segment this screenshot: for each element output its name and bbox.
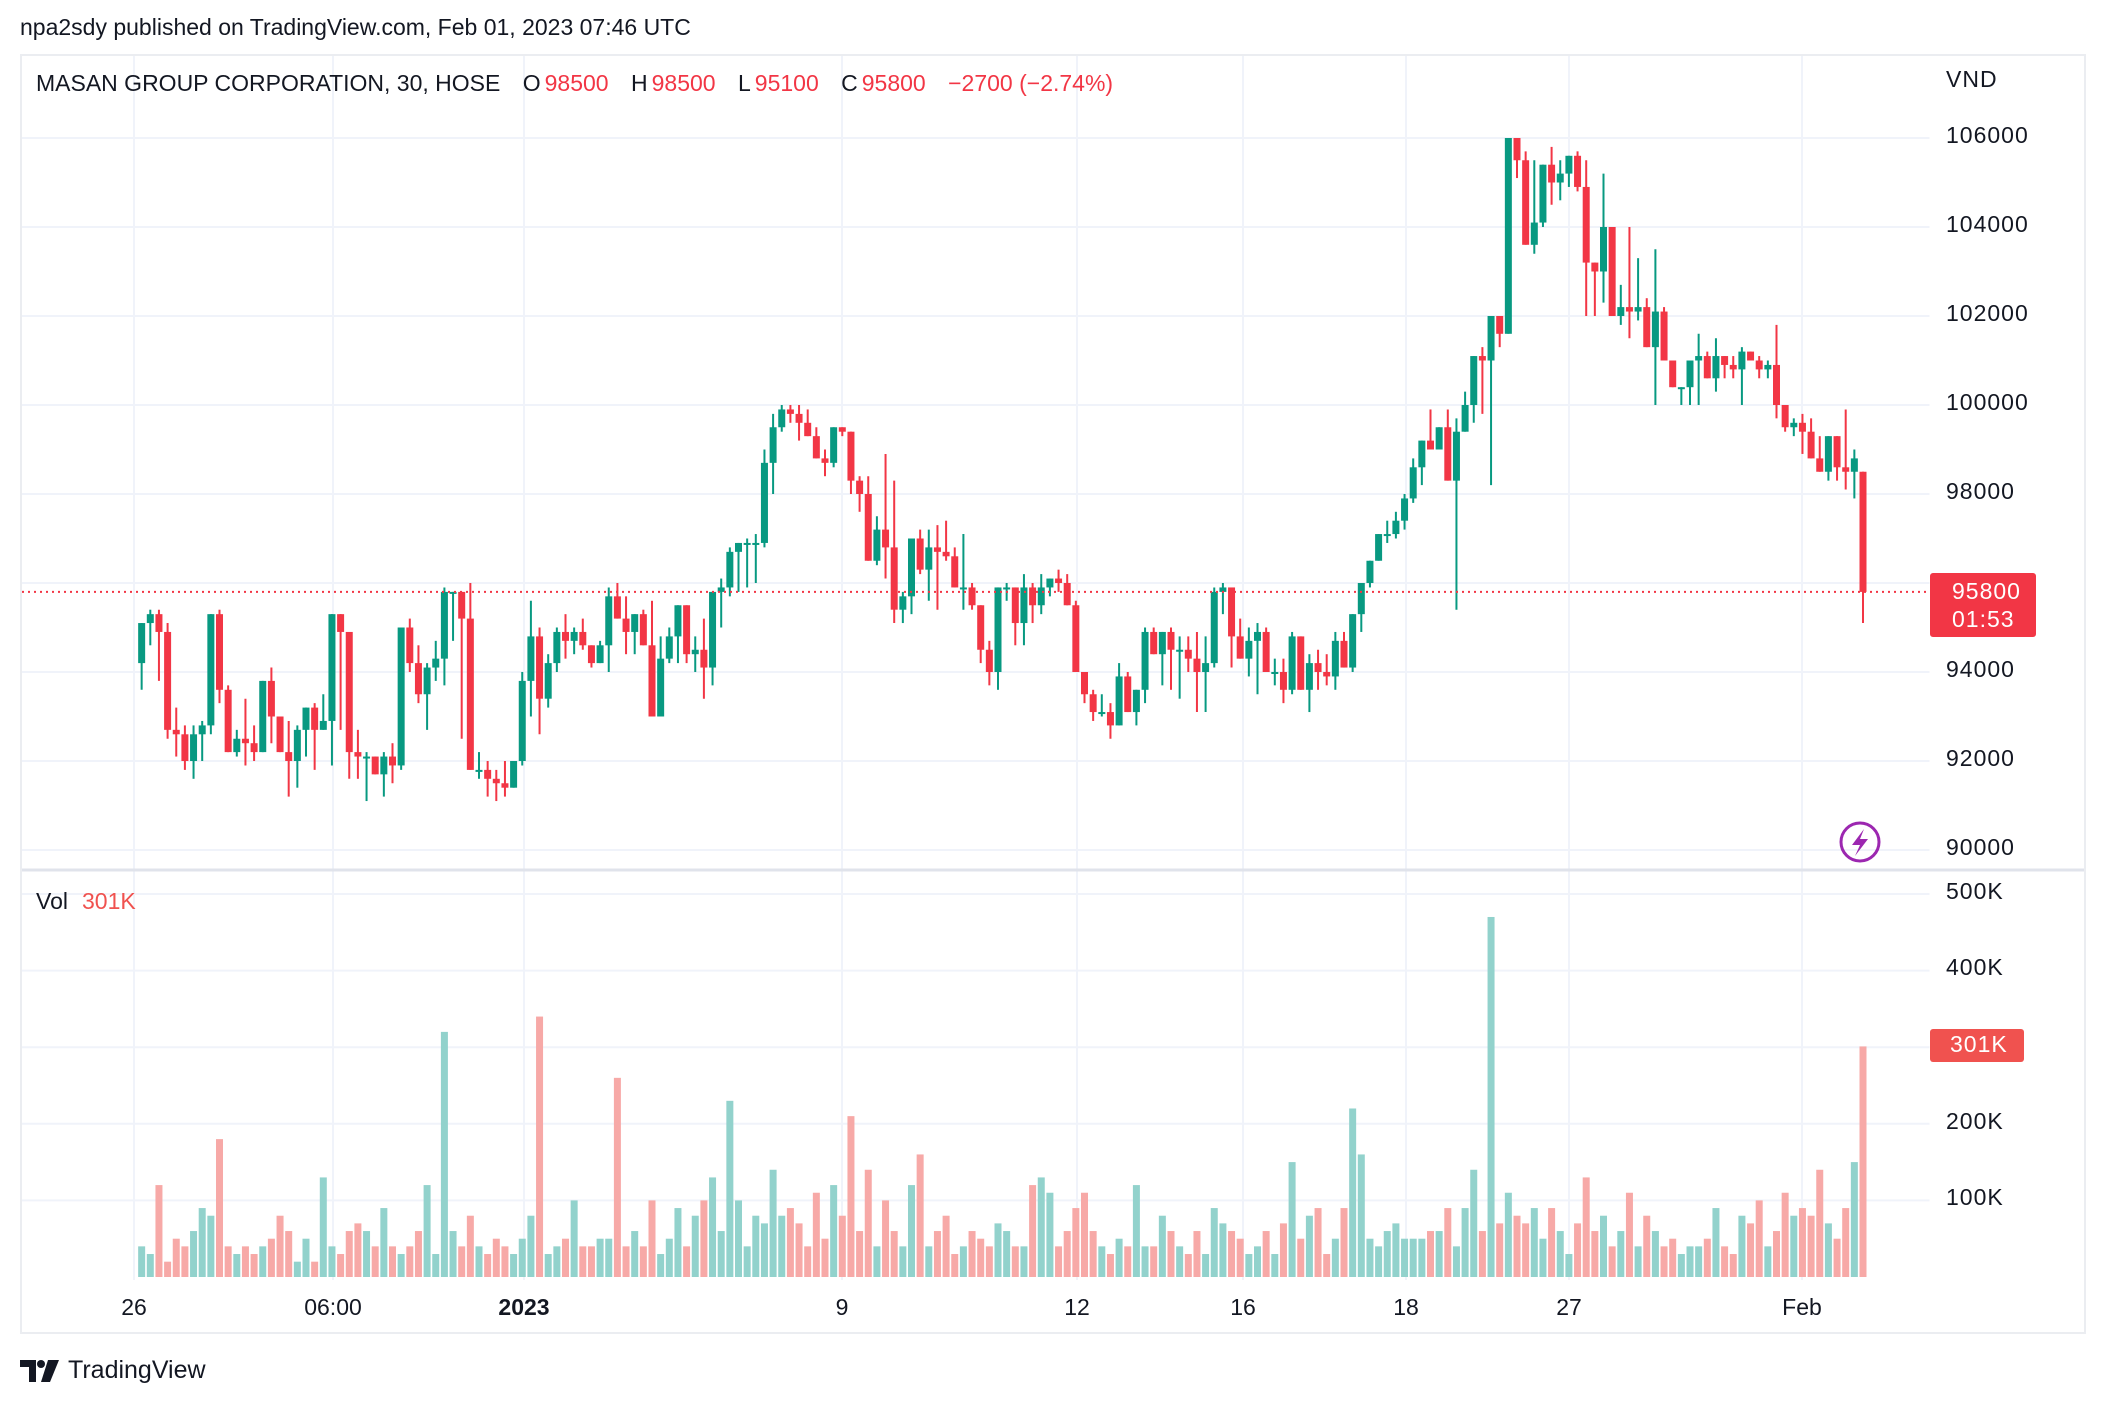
chart-frame [20,54,2086,1334]
symbol-title[interactable]: MASAN GROUP CORPORATION, 30, HOSE [36,70,501,96]
volume-legend: Vol 301K [36,888,136,915]
low-label: L [737,70,751,96]
last-price-tag: 95800 01:53 [1930,573,2036,637]
volume-tick: 500K [1946,878,2004,904]
price-tick: 102000 [1946,300,2029,326]
tradingview-logo[interactable]: TradingView [20,1356,206,1385]
time-tick: 12 [1064,1294,1090,1320]
time-tick: 06:00 [304,1294,362,1320]
open-value: 98500 [544,70,609,96]
price-tick: 106000 [1946,122,2029,148]
change-value: −2700 (−2.74%) [948,70,1114,96]
symbol-legend: MASAN GROUP CORPORATION, 30, HOSE O 98500… [36,70,1117,97]
time-tick: 9 [835,1294,849,1320]
high-value: 98500 [651,70,716,96]
time-tick: 16 [1230,1294,1256,1320]
time-tick: Feb [1782,1294,1822,1320]
low-value: 95100 [754,70,819,96]
last-price-value: 95800 [1952,578,2021,604]
volume-tick: 400K [1946,954,2004,980]
time-tick: 26 [121,1294,147,1320]
price-tick: 98000 [1946,478,2015,504]
close-label: C [841,70,858,96]
time-tick: 27 [1556,1294,1582,1320]
volume-label[interactable]: Vol [36,888,68,914]
tradingview-logo-icon [20,1359,59,1382]
published-caption: npa2sdy published on TradingView.com, Fe… [20,14,691,40]
time-tick: 18 [1393,1294,1419,1320]
price-tick: 90000 [1946,834,2015,860]
volume-tick: 200K [1946,1108,2004,1134]
high-label: H [631,70,648,96]
open-label: O [522,70,541,96]
price-tick: 94000 [1946,656,2015,682]
price-tick: 104000 [1946,211,2029,237]
bar-countdown: 01:53 [1952,606,2015,632]
currency-label[interactable]: VND [1946,66,1998,92]
lightning-icon[interactable] [1839,821,1881,863]
volume-value: 301K [81,888,136,914]
volume-tick: 100K [1946,1184,2004,1210]
close-value: 95800 [861,70,926,96]
price-tick: 100000 [1946,389,2029,415]
tradingview-logo-text: TradingView [68,1356,206,1384]
price-tick: 92000 [1946,745,2015,771]
time-tick: 2023 [498,1294,550,1320]
last-volume-tag: 301K [1930,1029,2024,1062]
